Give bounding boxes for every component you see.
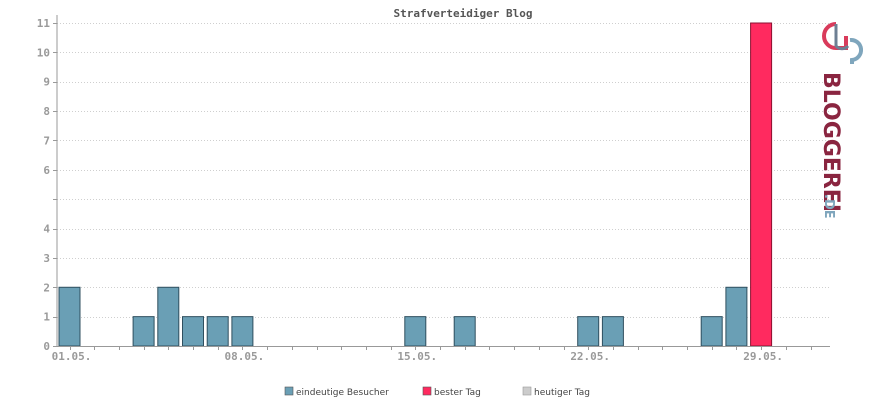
logo-icon bbox=[822, 22, 863, 64]
bloggerei-logo: BLOGGEREI .DE bbox=[818, 22, 863, 219]
logo-brand: BLOGGEREI bbox=[818, 72, 843, 212]
visitor-bar-08.05. bbox=[231, 316, 254, 347]
legend-label-visitors: eindeutige Besucher bbox=[296, 388, 389, 398]
visitor-bar-17.05. bbox=[453, 316, 476, 347]
x-tick-label: 29.05. bbox=[743, 350, 783, 363]
axes bbox=[56, 15, 830, 347]
y-tick-label: 7 bbox=[43, 134, 50, 147]
y-tick-label: 1 bbox=[43, 311, 50, 324]
y-tick-label: 3 bbox=[43, 252, 50, 265]
bars bbox=[58, 22, 773, 347]
y-tick-label: 2 bbox=[43, 281, 50, 294]
visitor-bar-07.05. bbox=[206, 316, 229, 347]
visitor-bar-05.05. bbox=[157, 286, 180, 347]
legend-swatch-visitors bbox=[284, 386, 294, 396]
legend-item-today: heutiger Tag bbox=[522, 386, 590, 398]
visitor-bar-27.05. bbox=[700, 316, 723, 347]
visitor-bar-23.05. bbox=[601, 316, 624, 347]
legend: eindeutige Besucher bester Tag heutiger … bbox=[284, 386, 590, 398]
y-tick-label: 9 bbox=[43, 76, 50, 89]
x-tick-label: 15.05. bbox=[397, 350, 437, 363]
visitor-bar-04.05. bbox=[132, 316, 155, 347]
y-tick-label: 8 bbox=[43, 105, 50, 118]
grid bbox=[57, 23, 830, 318]
legend-swatch-best-day bbox=[422, 386, 432, 396]
y-tick-label: 11 bbox=[37, 17, 51, 30]
y-axis-ticks: 0 1 2 3 4 6 7 8 9 10 11 bbox=[37, 17, 57, 353]
y-tick-label: 6 bbox=[43, 164, 50, 177]
x-tick-label: 01.05. bbox=[52, 350, 92, 363]
legend-item-best-day: bester Tag bbox=[422, 386, 481, 398]
visitor-bar-01.05. bbox=[58, 286, 81, 347]
chart-title: Strafverteidiger Blog bbox=[393, 7, 532, 20]
logo-suffix: .DE bbox=[821, 194, 836, 219]
visitor-bar-28.05. bbox=[725, 286, 748, 347]
y-tick-label: 4 bbox=[43, 223, 50, 236]
best-day-bar-29.05. bbox=[750, 22, 773, 347]
legend-swatch-today bbox=[522, 386, 532, 396]
visitor-bar-06.05. bbox=[182, 316, 204, 347]
x-tick-label: 22.05. bbox=[570, 350, 610, 363]
legend-label-today: heutiger Tag bbox=[534, 388, 590, 398]
y-tick-label: 0 bbox=[43, 340, 50, 353]
x-tick-label: 08.05. bbox=[225, 350, 265, 363]
y-tick-label: 10 bbox=[37, 46, 50, 59]
legend-item-visitors: eindeutige Besucher bbox=[284, 386, 389, 398]
legend-label-best-day: bester Tag bbox=[434, 388, 481, 398]
visitor-bar-15.05. bbox=[404, 316, 427, 347]
visitor-bar-22.05. bbox=[577, 316, 600, 347]
x-axis-ticks: 01.05. 08.05. 15.05. 22.05. 29.05. bbox=[52, 346, 812, 363]
